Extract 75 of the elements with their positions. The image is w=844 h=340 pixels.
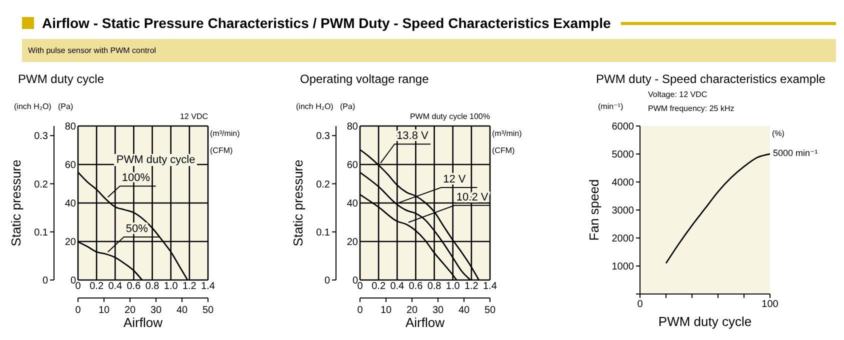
x-axis-title: Airflow [405,315,446,330]
text: 12 VDC [180,112,208,121]
x-tick-label: 0.2 [372,281,386,292]
x-tick-label: 0.4 [390,281,405,292]
x-tick-label: 0.2 [90,281,104,292]
chart-title: Operating voltage range [300,72,429,86]
x-tick-label: 0.8 [427,281,442,292]
x-tick-label: 0.4 [108,281,123,292]
x2-tick-label: 30 [150,305,162,316]
x2-tick-label: 10 [98,305,110,316]
y-axis-title: Fan speed [586,179,602,241]
x2-tick-label: 50 [202,305,214,316]
x-tick-label: 0.6 [126,281,142,292]
text: (m³/min) [210,129,240,138]
x-tick-label: 0.8 [145,281,160,292]
x-tick-label: 1.2 [464,281,479,292]
y2-tick-label: 40 [64,198,76,210]
y-tick-label: 0.2 [34,179,48,190]
text: (Pa) [58,102,74,111]
x2-tick-label: 50 [484,305,496,316]
y-tick-label: 0.1 [34,227,48,238]
y2-tick-label: 60 [64,160,76,172]
y2-tick-label: 20 [346,237,358,248]
x2-tick-label: 30 [432,305,444,316]
text: (%) [772,129,784,138]
text: With pulse sensor with PWM control [28,46,156,55]
text: (min⁻¹) [598,102,624,111]
text: Voltage: 12 VDC [648,90,708,99]
y-tick-label: 6000 [612,122,634,133]
text: (m³/min) [492,129,522,138]
text: (CFM) [210,146,233,155]
text: (inch H₂O) [14,102,52,111]
x2-tick-label: 20 [124,305,136,316]
x-axis-title: PWM duty cycle [658,314,752,329]
y-tick-label: 0.2 [316,179,330,190]
line-series [665,153,770,264]
x-tick-label: 1.2 [182,281,197,292]
text: Airflow - Static Pressure Characteristics / PWM Duty - Speed Characteristics Example [42,15,611,31]
y-tick-label: 3000 [612,206,634,217]
y2-tick-label: 80 [64,122,76,133]
x2-tick-label: 40 [458,305,470,316]
y-axis-title: Static pressure [290,160,306,246]
x-axis-title: Airflow [123,315,164,330]
chart-title: PWM duty cycle [18,72,104,86]
x-tick-label: 0 [357,281,364,292]
y2-tick-label: 40 [346,198,358,210]
text: (inch H₂O) [296,102,334,111]
x2-tick-label: 10 [380,305,392,316]
y-axis-title: Static pressure [8,160,24,246]
y-tick-label: 2000 [612,234,634,245]
y-tick-label: 1000 [612,262,634,273]
y2-tick-label: 60 [346,160,358,172]
annotation: 5000 min⁻¹ [773,148,818,159]
x-tick-label: 100 [762,299,779,310]
x-tick-label: 1.0 [164,281,178,292]
text: PWM frequency: 25 kHz [648,104,734,113]
y-tick-label: 0.1 [316,227,330,238]
y-tick-label: 0.3 [34,131,48,142]
text: (CFM) [492,146,515,155]
x-tick-label: 0.6 [408,281,424,292]
text: (Pa) [340,102,356,111]
y-tick-label: 5000 [612,150,634,161]
y2-tick-label: 80 [346,122,358,133]
x-tick-label: 0 [75,281,82,292]
text: PWM duty cycle 100% [410,112,490,121]
x2-tick-label: 20 [406,305,418,316]
x-tick-label: 1.4 [483,281,498,292]
legend-title: PWM duty cycle [114,154,198,166]
y-tick-label: 4000 [612,178,634,189]
x-tick-label: 1.0 [446,281,460,292]
chart-title: PWM duty - Speed characteristics example [596,72,826,86]
x-tick-label: 1.4 [201,281,216,292]
y2-tick-label: 20 [64,237,76,248]
y-tick-label: 0.3 [316,131,330,142]
x2-tick-label: 40 [176,305,188,316]
